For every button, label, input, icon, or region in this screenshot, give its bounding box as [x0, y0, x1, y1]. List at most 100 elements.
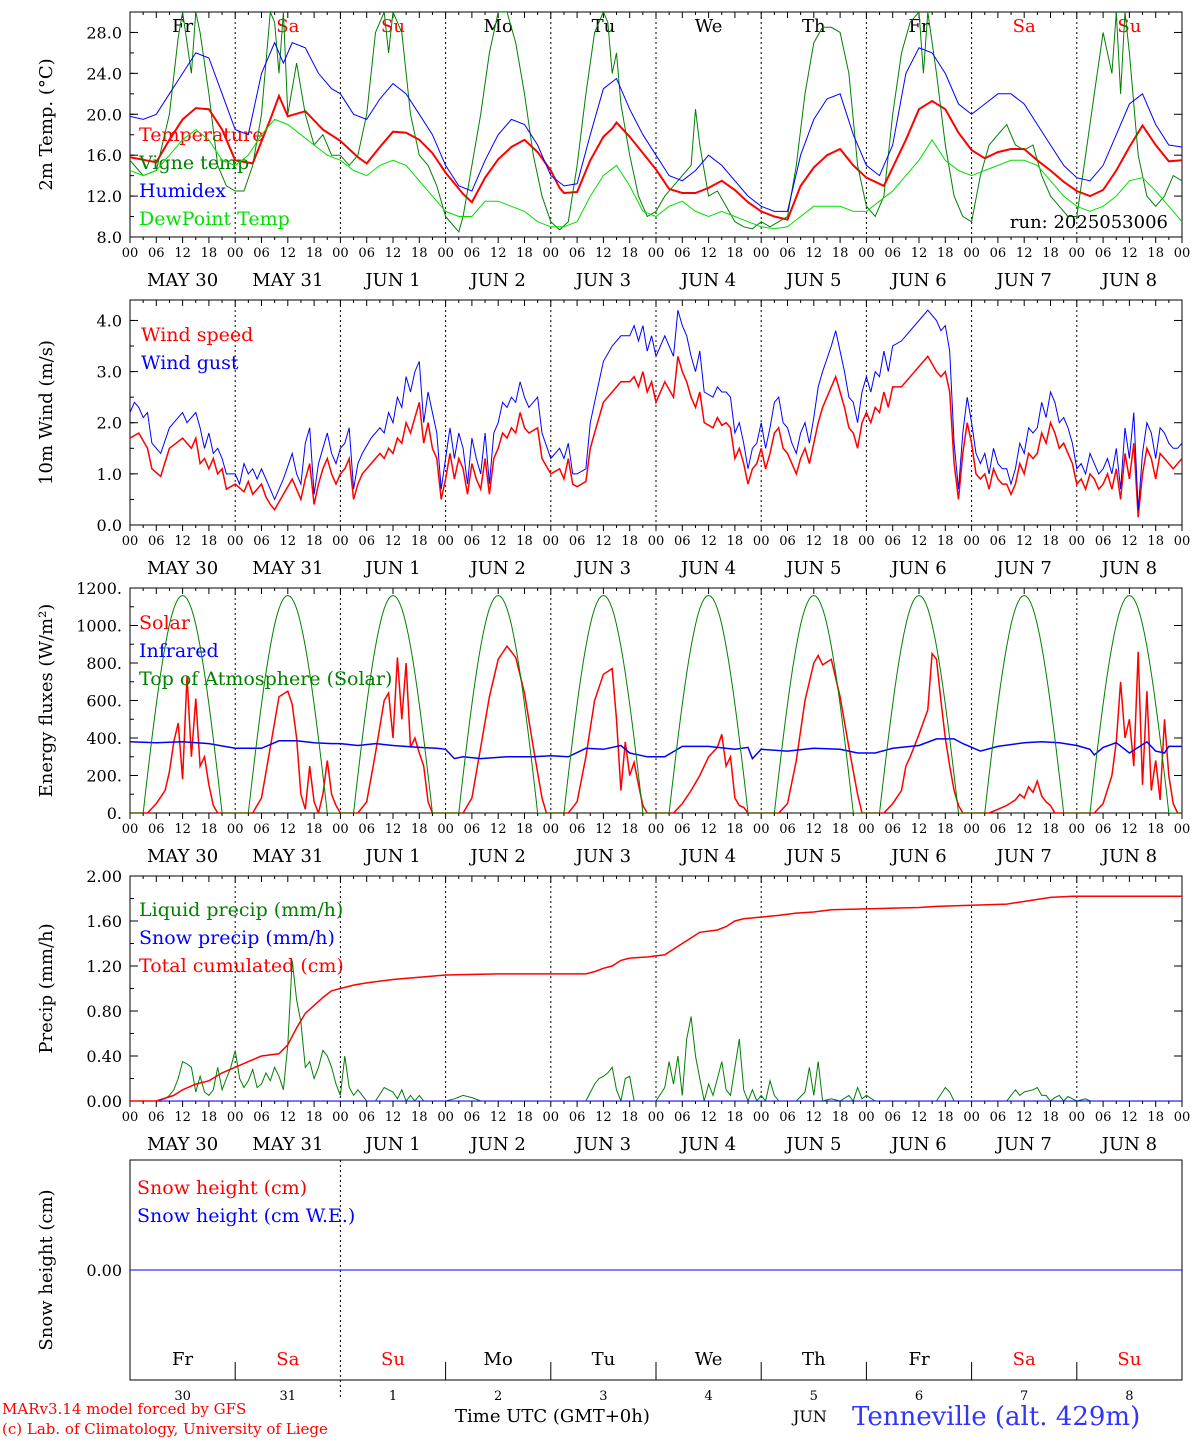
hour-label: 12	[174, 246, 191, 261]
y-tick-label: 1.60	[86, 912, 122, 931]
hour-label: 18	[937, 534, 954, 549]
day-label: JUN 4	[679, 1134, 736, 1155]
hour-label: 00	[332, 246, 349, 261]
hour-label: 12	[700, 822, 717, 837]
weekday-label: Th	[802, 16, 826, 37]
weekday-label: We	[695, 1349, 723, 1370]
weekday-label: Sa	[1013, 16, 1036, 37]
hour-label: 18	[201, 534, 218, 549]
hour-label: 00	[858, 1110, 875, 1125]
y-tick-label: 0.80	[86, 1002, 122, 1021]
hour-label: 18	[727, 822, 744, 837]
hour-label: 00	[858, 534, 875, 549]
hour-label: 06	[253, 1110, 270, 1125]
day-label: JUN 7	[995, 558, 1052, 579]
hour-label: 12	[385, 822, 402, 837]
hour-label: 06	[358, 246, 375, 261]
y-tick-label: 4.0	[97, 311, 122, 330]
hour-label: 06	[779, 534, 796, 549]
series-line-3	[130, 594, 1182, 813]
day-label: JUN 8	[1100, 558, 1157, 579]
day-label: JUN 4	[679, 270, 736, 291]
day-label: JUN 5	[784, 846, 841, 867]
y-tick-label: 2.00	[86, 867, 122, 886]
hour-label: 06	[1095, 1110, 1112, 1125]
day-label: JUN 2	[469, 1134, 526, 1155]
legend-entry: Snow precip (mm/h)	[139, 927, 335, 949]
hour-label: 06	[464, 1110, 481, 1125]
day-label: JUN 7	[995, 1134, 1052, 1155]
hour-label: 00	[858, 246, 875, 261]
hour-label: 00	[543, 822, 560, 837]
hour-label: 06	[569, 822, 586, 837]
hour-label: 00	[543, 246, 560, 261]
y-tick-label: 1.20	[86, 957, 122, 976]
hour-label: 06	[253, 246, 270, 261]
hour-label: 00	[963, 246, 980, 261]
hour-label: 00	[648, 1110, 665, 1125]
y-tick-label: 400.	[86, 729, 122, 748]
hour-label: 00	[1174, 822, 1191, 837]
hour-label: 18	[1042, 534, 1059, 549]
hour-label: 18	[621, 1110, 638, 1125]
y-axis-label: 2m Temp. (°C)	[36, 58, 57, 190]
series-line-3	[130, 41, 1182, 212]
hour-label: 18	[306, 822, 323, 837]
hour-label: 12	[174, 1110, 191, 1125]
weekday-label: Th	[802, 1349, 826, 1370]
hour-label: 12	[1016, 822, 1033, 837]
hour-label: 06	[569, 1110, 586, 1125]
legend-entry: Infrared	[139, 640, 219, 662]
hour-label: 18	[201, 822, 218, 837]
hour-label: 18	[411, 246, 428, 261]
hour-label: 00	[963, 822, 980, 837]
hour-label: 00	[753, 1110, 770, 1125]
hour-label: 18	[516, 1110, 533, 1125]
hour-label: 00	[648, 534, 665, 549]
hour-label: 06	[148, 1110, 165, 1125]
day-label: JUN 5	[784, 1134, 841, 1155]
panel-5: 0.00 Snow height (cm) Snow height (cm) Snow…	[36, 1159, 1183, 1404]
y-axis-label: Precip (mm/h)	[36, 923, 57, 1053]
day-number: 31	[280, 1389, 297, 1404]
hour-label: 06	[990, 1110, 1007, 1125]
hour-label: 06	[464, 534, 481, 549]
weekday-label: Mo	[484, 1349, 513, 1370]
hour-label: 00	[1174, 1110, 1191, 1125]
hour-label: 18	[727, 534, 744, 549]
hour-label: 00	[332, 534, 349, 549]
hour-label: 00	[543, 534, 560, 549]
hour-label: 06	[990, 246, 1007, 261]
hour-label: 00	[1069, 1110, 1086, 1125]
hour-label: 18	[937, 1110, 954, 1125]
legend-entry: Wind gust	[141, 352, 239, 374]
hour-label: 00	[437, 534, 454, 549]
hour-label: 12	[1121, 246, 1138, 261]
hour-label: 06	[1095, 822, 1112, 837]
weekday-label: Su	[381, 1349, 405, 1370]
panel-3: 0. 200. 400. 600. 800. 1000. 1200. Energy fluxe…	[36, 579, 1190, 867]
day-label: JUN 6	[889, 270, 946, 291]
hour-label: 18	[832, 822, 849, 837]
hour-label: 00	[437, 1110, 454, 1125]
hour-label: 00	[963, 1110, 980, 1125]
y-tick-label: 1.0	[97, 465, 122, 484]
hour-label: 12	[490, 822, 507, 837]
hour-label: 18	[727, 246, 744, 261]
hour-label: 00	[1069, 246, 1086, 261]
y-tick-label: 600.	[86, 692, 122, 711]
day-number: 2	[494, 1389, 502, 1404]
day-label: JUN 8	[1100, 1134, 1157, 1155]
hour-label: 18	[306, 246, 323, 261]
hour-label: 18	[1042, 822, 1059, 837]
hour-label: 18	[201, 1110, 218, 1125]
day-label: JUN 8	[1100, 270, 1157, 291]
day-label: MAY 30	[147, 846, 218, 867]
day-label: MAY 31	[252, 846, 323, 867]
series-line-4	[130, 118, 1182, 230]
weekday-label: Fr	[908, 1349, 929, 1370]
hour-label: 12	[490, 1110, 507, 1125]
hour-label: 12	[280, 1110, 297, 1125]
hour-label: 06	[148, 534, 165, 549]
